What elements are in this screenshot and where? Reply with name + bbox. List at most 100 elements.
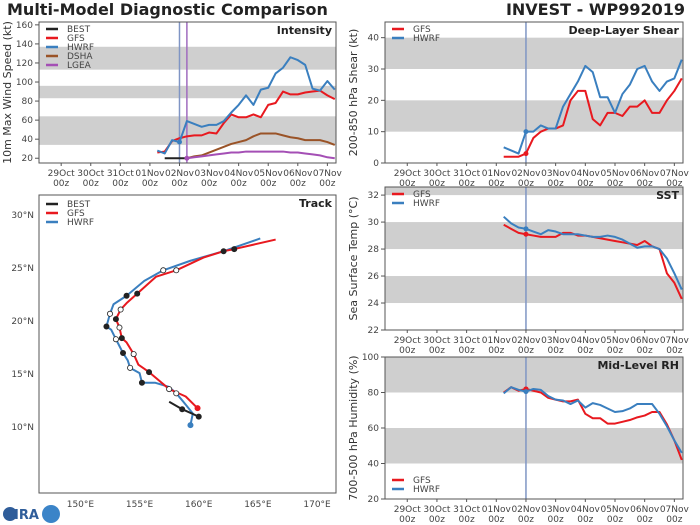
x-tick-sublabel: 00z [399, 515, 415, 525]
track-6h-marker [173, 390, 180, 397]
shaded-band [385, 187, 683, 196]
y-tick-label: 60 [22, 116, 34, 126]
x-tick-label: 03Nov [541, 505, 571, 515]
legend-label: BEST [67, 200, 91, 210]
x-tick-sublabel: 00z [548, 179, 564, 189]
y-axis-label: Sea Surface Temp (°C) [347, 197, 360, 321]
x-tick-sublabel: 00z [518, 515, 534, 525]
track-6h-marker [195, 413, 202, 420]
y-tick-label: 40 [368, 460, 380, 470]
x-tick-label: 05Nov [600, 505, 630, 515]
track-6h-marker [116, 324, 123, 331]
y-tick-label: 140 [16, 40, 33, 50]
series-line-lgea [186, 150, 335, 160]
series-line-hwrf [156, 56, 336, 155]
x-tick-sublabel: 00z [666, 515, 682, 525]
x-tick-sublabel: 00z [201, 179, 217, 189]
shaded-band [385, 357, 683, 393]
x-tick-sublabel: 00z [607, 179, 623, 189]
x-tick-sublabel: 00z [399, 346, 415, 356]
y-axis-label: 200-850 hPa Shear (kt) [347, 29, 360, 157]
x-tick-sublabel: 00z [399, 179, 415, 189]
x-tick-sublabel: 00z [548, 515, 564, 525]
y-tick-label: 80 [22, 97, 34, 107]
init-point-hwrf [523, 389, 529, 395]
series-line-hwrf [503, 215, 683, 290]
x-tick-label: 31Oct [453, 336, 480, 346]
y-tick-label: 120 [16, 59, 33, 69]
panel-sst: 22242628303229Oct00z30Oct00z31Oct00z01No… [347, 186, 690, 356]
x-tick-label: 30Oct [77, 169, 104, 179]
x-tick-label: 05Nov [600, 169, 630, 179]
track-start-gfs [194, 405, 201, 412]
y-tick-label: 20 [22, 154, 34, 164]
x-tick-label: 07Nov [660, 336, 690, 346]
y-tick-label: 80 [368, 389, 380, 399]
x-tick-sublabel: 00z [666, 346, 682, 356]
x-tick-label: 06Nov [283, 169, 313, 179]
x-tick-label: 04Nov [571, 505, 601, 515]
x-tick-label: 03Nov [541, 336, 571, 346]
legend-label: GFS [67, 209, 85, 219]
legend-label: GFS [67, 34, 85, 44]
legend-label: GFS [413, 190, 431, 200]
x-tick-sublabel: 00z [488, 179, 504, 189]
panel-title: Deep-Layer Shear [568, 24, 679, 37]
y-tick-label: 10°N [11, 423, 34, 433]
track-6h-marker [166, 386, 173, 393]
series-line-dsha [186, 132, 336, 160]
y-tick-label: 100 [362, 353, 379, 363]
x-tick-sublabel: 00z [459, 515, 475, 525]
y-tick-label: 20°N [11, 317, 34, 327]
x-tick-label: 150°E [67, 500, 95, 510]
series-line-gfs [157, 89, 336, 154]
shaded-band [385, 100, 683, 132]
init-point-hwrf [176, 139, 182, 145]
x-tick-label: 30Oct [423, 505, 450, 515]
y-tick-label: 160 [16, 21, 33, 31]
track-6h-marker [117, 306, 124, 313]
plot-frame [384, 186, 684, 331]
track-start-hwrf [187, 422, 194, 429]
x-tick-label: 31Oct [453, 169, 480, 179]
x-tick-label: 02Nov [511, 169, 541, 179]
track-6h-marker [160, 267, 167, 274]
x-tick-label: 04Nov [224, 169, 254, 179]
track-6h-marker [220, 248, 227, 255]
x-tick-sublabel: 00z [290, 179, 306, 189]
x-tick-label: 04Nov [571, 336, 601, 346]
track-6h-marker [231, 246, 238, 253]
track-6h-marker [106, 310, 113, 317]
x-tick-label: 01Nov [135, 169, 165, 179]
track-line-gfs [114, 238, 276, 409]
x-tick-label: 29Oct [394, 169, 421, 179]
x-tick-label: 02Nov [511, 336, 541, 346]
y-tick-label: 40 [22, 135, 34, 145]
x-tick-sublabel: 00z [488, 515, 504, 525]
y-tick-label: 26 [368, 272, 380, 282]
x-tick-sublabel: 00z [637, 179, 653, 189]
y-tick-label: 24 [368, 299, 380, 309]
x-tick-label: 170°E [303, 500, 331, 510]
y-tick-label: 30°N [11, 211, 34, 221]
track-6h-marker [112, 316, 119, 323]
track-6h-marker [173, 267, 180, 274]
x-tick-label: 06Nov [630, 169, 660, 179]
series-line-hwrf [503, 386, 683, 454]
track-6h-marker [127, 364, 134, 371]
y-tick-label: 0 [373, 159, 379, 169]
track-6h-marker [103, 323, 110, 330]
x-tick-sublabel: 00z [577, 179, 593, 189]
panel-intensity: 2040608010012014016029Oct00z30Oct00z31Oc… [1, 21, 343, 189]
x-tick-label: 06Nov [630, 336, 660, 346]
x-tick-label: 07Nov [660, 169, 690, 179]
y-tick-label: 20 [368, 96, 380, 106]
x-tick-label: 02Nov [165, 169, 195, 179]
x-tick-label: 29Oct [394, 336, 421, 346]
y-tick-label: 20 [368, 495, 380, 505]
y-axis-label: 10m Max Wind Speed (kt) [1, 21, 14, 164]
panel-title: SST [656, 189, 679, 202]
x-tick-sublabel: 00z [459, 346, 475, 356]
x-tick-label: 29Oct [394, 505, 421, 515]
